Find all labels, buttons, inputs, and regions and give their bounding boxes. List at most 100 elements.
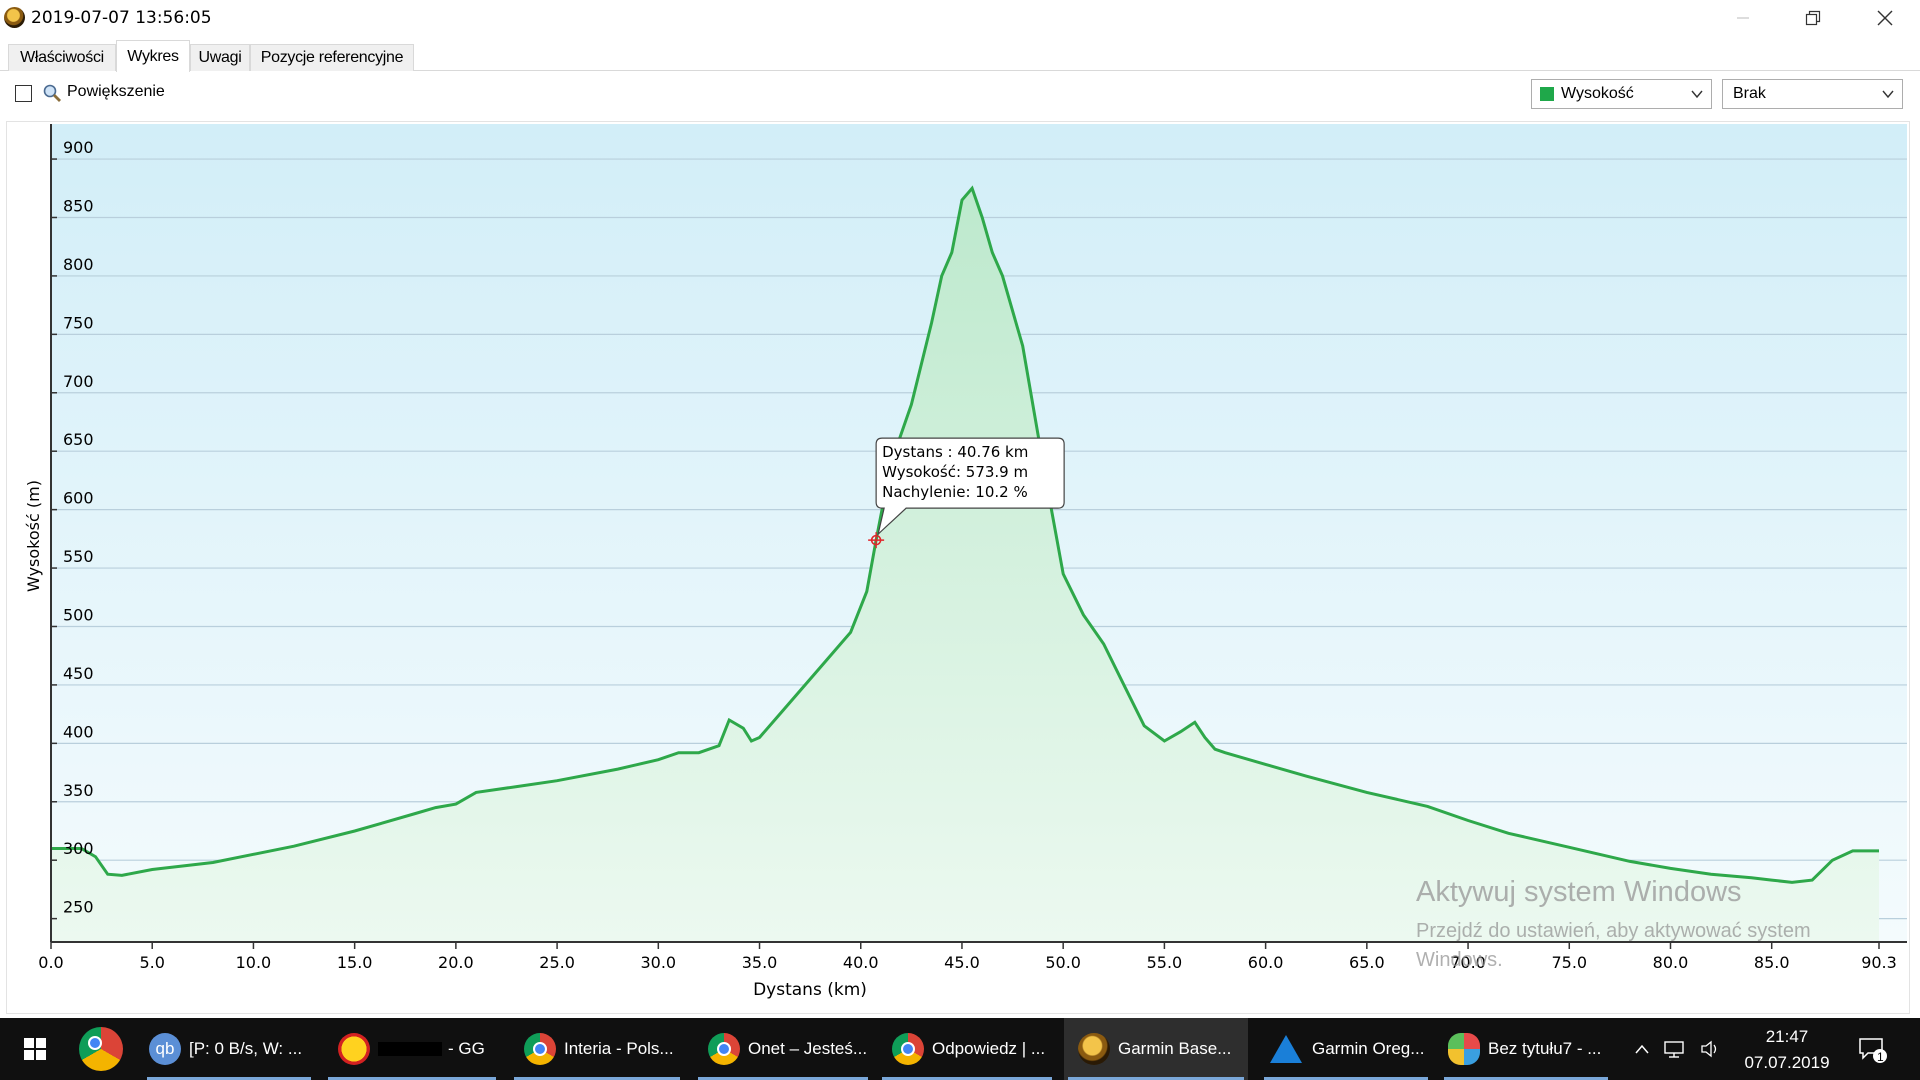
show-hidden-icons-button[interactable] xyxy=(1628,1018,1656,1080)
clock-time: 21:47 xyxy=(1765,1027,1809,1046)
y-tick-label: 900 xyxy=(63,138,94,157)
window-title: 2019-07-07 13:56:05 xyxy=(31,8,212,28)
close-icon xyxy=(1877,10,1893,26)
garmin-basecamp-icon xyxy=(1078,1033,1110,1065)
zoom-label: Powiększenie xyxy=(67,83,165,100)
y-tick-label: 850 xyxy=(63,196,94,215)
taskbar-label: Onet – Jesteś... xyxy=(748,1039,868,1058)
tab-notes[interactable]: Uwagi xyxy=(190,44,250,71)
x-tick-label: 20.0 xyxy=(438,953,474,972)
activation-watermark-title: Aktywuj system Windows xyxy=(1416,876,1742,908)
series-select-value: Wysokość xyxy=(1561,85,1634,102)
y-tick-label: 750 xyxy=(63,313,94,332)
tab-properties[interactable]: Właściwości xyxy=(8,44,116,71)
minimize-button[interactable] xyxy=(1714,0,1772,36)
taskbar-label: Garmin Oreg... xyxy=(1312,1039,1425,1058)
secondary-series-select[interactable]: Brak xyxy=(1722,79,1903,109)
data-tooltip: Dystans : 40.76 km Wysokość: 573.9 m Nac… xyxy=(875,437,1065,536)
elevation-chart[interactable]: 250 300 350 400 450 500 550 600 650 700 750 800 850 9… xyxy=(7,122,1911,1015)
elevation-line xyxy=(51,185,1879,884)
volume-button[interactable] xyxy=(1696,1018,1728,1080)
y-tick-label: 300 xyxy=(63,839,94,858)
taskbar: qb [P: 0 B/s, W: ... - GG Interia - Pols… xyxy=(0,1018,1920,1080)
taskbar-label: Odpowiedz | ... xyxy=(932,1039,1046,1058)
title-bar: 2019-07-07 13:56:05 xyxy=(0,0,1920,36)
taskbar-label: - GG xyxy=(448,1039,485,1058)
taskbar-chrome-odpowiedz[interactable]: Odpowiedz | ... xyxy=(878,1018,1056,1080)
garmin-oregon-icon xyxy=(1270,1035,1302,1063)
y-tick-label: 450 xyxy=(63,664,94,683)
x-tick-label: 70.0 xyxy=(1450,953,1486,972)
taskbar-label: Interia - Pols... xyxy=(564,1039,674,1058)
y-tick-label: 350 xyxy=(63,781,94,800)
taskbar-qbittorrent[interactable]: qb [P: 0 B/s, W: ... xyxy=(143,1018,315,1080)
redacted-text xyxy=(378,1042,442,1056)
speaker-icon xyxy=(1701,1040,1717,1058)
secondary-select-value: Brak xyxy=(1733,85,1766,102)
network-icon xyxy=(1664,1041,1684,1058)
notification-icon xyxy=(1859,1038,1887,1063)
system-clock[interactable]: 21:47 07.07.2019 xyxy=(1732,1018,1842,1080)
taskbar-label: [P: 0 B/s, W: ... xyxy=(189,1039,303,1058)
x-tick-label: 50.0 xyxy=(1045,953,1081,972)
magnifier-icon xyxy=(43,84,61,102)
taskbar-chrome-onet[interactable]: Onet – Jesteś... xyxy=(694,1018,872,1080)
series-select[interactable]: Wysokość xyxy=(1531,79,1712,109)
notifications-button[interactable]: 1 xyxy=(1850,1018,1894,1080)
taskbar-garmin-oregon[interactable]: Garmin Oreg... xyxy=(1260,1018,1432,1080)
clock-date: 07.07.2019 xyxy=(1744,1053,1830,1072)
tab-strip: Właściwości Wykres Uwagi Pozycje referen… xyxy=(0,40,1920,72)
taskbar-chrome-interia[interactable]: Interia - Pols... xyxy=(510,1018,684,1080)
taskbar-garmin-basecamp[interactable]: Garmin Base... xyxy=(1064,1018,1248,1080)
network-button[interactable] xyxy=(1660,1018,1692,1080)
zoom-checkbox[interactable] xyxy=(15,85,32,102)
chevron-down-icon xyxy=(1882,90,1894,99)
x-axis-label: Dystans (km) xyxy=(753,980,867,1000)
chrome-icon xyxy=(892,1033,924,1065)
qbittorrent-icon: qb xyxy=(149,1033,181,1065)
x-tick-label: 65.0 xyxy=(1349,953,1385,972)
start-button[interactable] xyxy=(0,1018,70,1080)
taskbar-paint[interactable]: Bez tytułu7 - ... xyxy=(1440,1018,1612,1080)
x-tick-label: 10.0 xyxy=(236,953,272,972)
x-tick-label: 85.0 xyxy=(1754,953,1790,972)
chart-panel: 250 300 350 400 450 500 550 600 650 700 750 800 850 9… xyxy=(6,121,1910,1014)
windows-logo-icon xyxy=(24,1038,46,1060)
x-tick-label: 0.0 xyxy=(38,953,63,972)
tooltip-elevation: Wysokość: 573.9 m xyxy=(882,463,1028,481)
paint-icon xyxy=(1448,1033,1480,1065)
taskbar-chrome-pinned[interactable] xyxy=(70,1018,132,1080)
y-tick-label: 400 xyxy=(63,722,94,741)
gg-icon xyxy=(338,1033,370,1065)
x-tick-label: 55.0 xyxy=(1147,953,1183,972)
y-tick-label: 600 xyxy=(63,489,94,508)
close-button[interactable] xyxy=(1856,0,1914,36)
x-tick-label: 80.0 xyxy=(1653,953,1689,972)
taskbar-gg[interactable]: - GG xyxy=(324,1018,500,1080)
y-tick-label: 650 xyxy=(63,430,94,449)
y-tick-label: 250 xyxy=(63,898,94,917)
chevron-up-icon xyxy=(1635,1044,1649,1054)
chrome-icon xyxy=(79,1027,123,1071)
restore-button[interactable] xyxy=(1784,0,1842,36)
activation-watermark-text: Przejdź do ustawień, aby aktywować syste… xyxy=(1416,920,1811,971)
notification-count: 1 xyxy=(1877,1050,1884,1064)
tooltip-distance: Dystans : 40.76 km xyxy=(882,443,1028,461)
chrome-icon xyxy=(708,1033,740,1065)
tab-chart[interactable]: Wykres xyxy=(116,40,190,72)
highlight-point-marker xyxy=(868,532,885,549)
y-axis-label: Wysokość (m) xyxy=(24,480,43,592)
chevron-down-icon xyxy=(1691,90,1703,99)
chrome-icon xyxy=(524,1033,556,1065)
x-tick-label: 30.0 xyxy=(640,953,676,972)
x-tick-label: 15.0 xyxy=(337,953,373,972)
x-tick-label: 45.0 xyxy=(944,953,980,972)
x-tick-label: 75.0 xyxy=(1551,953,1587,972)
y-tick-label: 700 xyxy=(63,372,94,391)
x-tick-label: 5.0 xyxy=(139,953,164,972)
tab-reference-points[interactable]: Pozycje referencyjne xyxy=(250,44,414,71)
x-tick-label: 40.0 xyxy=(843,953,879,972)
minimize-icon xyxy=(1737,17,1749,19)
tooltip-slope: Nachylenie: 10.2 % xyxy=(882,483,1028,501)
restore-icon xyxy=(1805,10,1821,26)
